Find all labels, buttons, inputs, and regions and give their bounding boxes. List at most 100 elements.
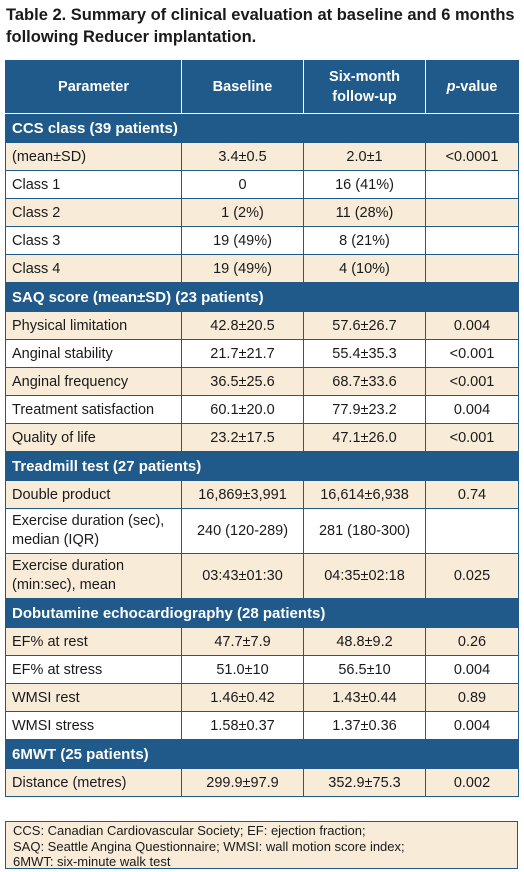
- table-row: WMSI stress 1.58±0.37 1.37±0.36 0.004: [5, 711, 519, 740]
- baseline-cell: 0: [181, 170, 304, 199]
- section-header-row: SAQ score (mean±SD) (23 patients): [5, 282, 519, 312]
- followup-cell: 352.9±75.3: [303, 768, 426, 797]
- section-header-row: CCS class (39 patients): [5, 113, 519, 143]
- followup-cell: 1.43±0.44: [303, 683, 426, 712]
- baseline-cell: 42.8±20.5: [181, 311, 304, 340]
- section-title: Dobutamine echocardiography (28 patients…: [5, 598, 519, 628]
- followup-cell: 16,614±6,938: [303, 480, 426, 509]
- baseline-cell: 21.7±21.7: [181, 339, 304, 368]
- baseline-cell: 03:43±01:30: [181, 553, 304, 599]
- pvalue-cell: 0.89: [425, 683, 519, 712]
- header-pvalue-p: p: [446, 79, 456, 95]
- param-cell: Class 3: [5, 226, 182, 255]
- pvalue-cell: [425, 254, 519, 283]
- table-row: Exercise duration (min:sec), mean 03:43±0…: [5, 553, 519, 599]
- footnote-line: CCS: Canadian Cardiovascular Society; EF…: [13, 823, 366, 838]
- pvalue-cell: <0.001: [425, 367, 519, 396]
- baseline-cell: 19 (49%): [181, 226, 304, 255]
- table-row: Class 3 19 (49%) 8 (21%): [5, 226, 519, 255]
- baseline-cell: 60.1±20.0: [181, 395, 304, 424]
- followup-cell: 2.0±1: [303, 142, 426, 171]
- table-row: EF% at rest 47.7±7.9 48.8±9.2 0.26: [5, 627, 519, 656]
- header-baseline: Baseline: [181, 60, 304, 114]
- table-row: Double product 16,869±3,991 16,614±6,938 0.…: [5, 480, 519, 509]
- table-body: CCS class (39 patients) (mean±SD) 3.4±0.5 2…: [5, 113, 519, 797]
- table-row: EF% at stress 51.0±10 56.5±10 0.004: [5, 655, 519, 684]
- baseline-cell: 3.4±0.5: [181, 142, 304, 171]
- section-header-row: Dobutamine echocardiography (28 patients…: [5, 598, 519, 628]
- baseline-cell: 36.5±25.6: [181, 367, 304, 396]
- table-row: Class 1 0 16 (41%): [5, 170, 519, 199]
- pvalue-cell: 0.004: [425, 395, 519, 424]
- param-cell: Class 1: [5, 170, 182, 199]
- header-followup-line1: Six-month: [329, 69, 400, 85]
- section-title: Treadmill test (27 patients): [5, 451, 519, 481]
- header-pvalue: p-value: [425, 60, 519, 114]
- table-footnote: CCS: Canadian Cardiovascular Society; EF…: [5, 821, 518, 869]
- param-cell: WMSI rest: [5, 683, 182, 712]
- followup-cell: 56.5±10: [303, 655, 426, 684]
- table-row: Anginal frequency 36.5±25.6 68.7±33.6 <0.00…: [5, 367, 519, 396]
- param-cell: WMSI stress: [5, 711, 182, 740]
- followup-cell: 04:35±02:18: [303, 553, 426, 599]
- param-cell: EF% at stress: [5, 655, 182, 684]
- pvalue-cell: 0.26: [425, 627, 519, 656]
- clinical-evaluation-table: Parameter Baseline Six-month follow-up p-…: [5, 60, 519, 797]
- baseline-cell: 1.58±0.37: [181, 711, 304, 740]
- footnote-line: 6MWT: six-minute walk test: [13, 854, 171, 869]
- section-header-row: 6MWT (25 patients): [5, 739, 519, 769]
- param-cell: Exercise duration (min:sec), mean: [5, 553, 182, 599]
- pvalue-cell: 0.025: [425, 553, 519, 599]
- followup-cell: 77.9±23.2: [303, 395, 426, 424]
- table-row: Exercise duration (sec), median (IQR) 240…: [5, 508, 519, 554]
- pvalue-cell: 0.004: [425, 655, 519, 684]
- param-cell: Anginal frequency: [5, 367, 182, 396]
- param-cell: Double product: [5, 480, 182, 509]
- param-cell: EF% at rest: [5, 627, 182, 656]
- pvalue-cell: [425, 198, 519, 227]
- section-title: CCS class (39 patients): [5, 113, 519, 143]
- baseline-cell: 299.9±97.9: [181, 768, 304, 797]
- followup-cell: 1.37±0.36: [303, 711, 426, 740]
- baseline-cell: 23.2±17.5: [181, 423, 304, 452]
- followup-cell: 281 (180-300): [303, 508, 426, 554]
- baseline-cell: 240 (120-289): [181, 508, 304, 554]
- param-cell: Distance (metres): [5, 768, 182, 797]
- table-row: Treatment satisfaction 60.1±20.0 77.9±23.2…: [5, 395, 519, 424]
- pvalue-cell: <0.001: [425, 339, 519, 368]
- header-followup: Six-month follow-up: [303, 60, 426, 114]
- table-caption: Table 2. Summary of clinical evaluation …: [6, 6, 515, 46]
- param-cell: Treatment satisfaction: [5, 395, 182, 424]
- followup-cell: 11 (28%): [303, 198, 426, 227]
- param-cell: Anginal stability: [5, 339, 182, 368]
- section-title: 6MWT (25 patients): [5, 739, 519, 769]
- baseline-cell: 51.0±10: [181, 655, 304, 684]
- baseline-cell: 47.7±7.9: [181, 627, 304, 656]
- table-header-row: Parameter Baseline Six-month follow-up p-…: [5, 60, 519, 114]
- header-parameter: Parameter: [5, 60, 182, 114]
- followup-cell: 8 (21%): [303, 226, 426, 255]
- param-cell: Exercise duration (sec), median (IQR): [5, 508, 182, 554]
- baseline-cell: 1 (2%): [181, 198, 304, 227]
- followup-cell: 57.6±26.7: [303, 311, 426, 340]
- header-pvalue-rest: -value: [455, 79, 498, 95]
- followup-cell: 55.4±35.3: [303, 339, 426, 368]
- followup-cell: 68.7±33.6: [303, 367, 426, 396]
- followup-cell: 48.8±9.2: [303, 627, 426, 656]
- footnote-line: SAQ: Seattle Angina Questionnaire; WMSI:…: [13, 838, 405, 854]
- header-followup-line2: follow-up: [332, 89, 397, 105]
- followup-cell: 4 (10%): [303, 254, 426, 283]
- section-header-row: Treadmill test (27 patients): [5, 451, 519, 481]
- table-row: (mean±SD) 3.4±0.5 2.0±1 <0.0001: [5, 142, 519, 171]
- pvalue-cell: 0.74: [425, 480, 519, 509]
- baseline-cell: 16,869±3,991: [181, 480, 304, 509]
- baseline-cell: 19 (49%): [181, 254, 304, 283]
- followup-cell: 16 (41%): [303, 170, 426, 199]
- table-row: Quality of life 23.2±17.5 47.1±26.0 <0.001: [5, 423, 519, 452]
- pvalue-cell: [425, 170, 519, 199]
- baseline-cell: 1.46±0.42: [181, 683, 304, 712]
- pvalue-cell: [425, 508, 519, 554]
- param-cell: Class 2: [5, 198, 182, 227]
- param-cell: (mean±SD): [5, 142, 182, 171]
